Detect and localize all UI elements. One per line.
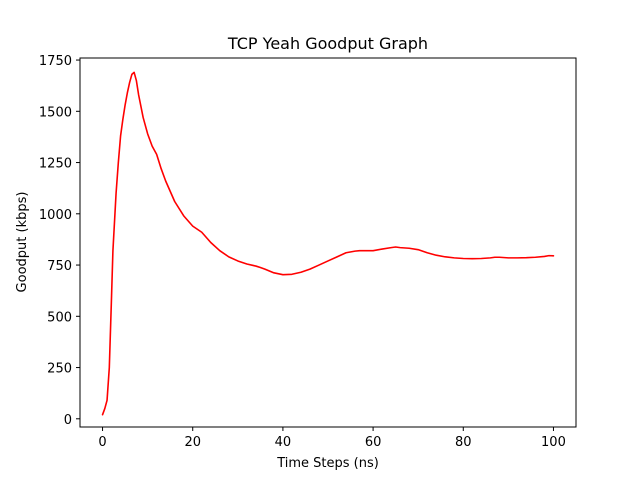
plot-frame (79, 57, 577, 428)
x-tick-label: 40 (275, 435, 292, 450)
series-line-0 (101, 71, 555, 416)
y-tick-label: 0 (64, 413, 72, 428)
y-tick-label: 1500 (39, 105, 72, 120)
x-axis-title: Time Steps (ns) (276, 456, 379, 471)
y-tick-label: 750 (47, 259, 72, 274)
y-tick-label: 1000 (39, 208, 72, 223)
y-tick-label: 1250 (39, 157, 72, 172)
x-tick-label: 80 (455, 435, 472, 450)
y-tick-label: 500 (47, 310, 72, 325)
plot-series (101, 71, 555, 416)
chart-title: TCP Yeah Goodput Graph (227, 34, 428, 53)
x-tick-label: 20 (184, 435, 201, 450)
y-axis-title: Goodput (kbps) (15, 192, 30, 293)
x-tick-label: 0 (98, 435, 106, 450)
y-tick-label: 250 (47, 362, 72, 377)
x-axis-ticks: 0 20 40 60 80 100 (98, 427, 566, 450)
y-axis-ticks: 0 250 500 750 1000 1250 1500 1750 (39, 54, 80, 428)
x-tick-label: 100 (541, 435, 566, 450)
x-tick-label: 60 (365, 435, 382, 450)
y-tick-label: 1750 (39, 54, 72, 69)
